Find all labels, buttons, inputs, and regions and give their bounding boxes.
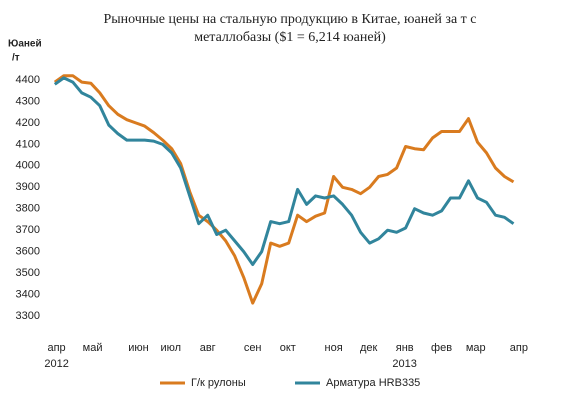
y-tick-label: 3900 xyxy=(16,181,40,193)
y-tick-label: 3700 xyxy=(16,224,40,236)
y-tick-label: 3600 xyxy=(16,246,40,258)
x-tick-label: фев xyxy=(431,342,452,354)
series-line xyxy=(53,74,515,305)
legend-label: Арматура HRB335 xyxy=(326,377,420,389)
x-tick-label: май xyxy=(83,342,103,354)
y-tick-label: 3500 xyxy=(16,267,40,279)
x-tick-label: сен xyxy=(244,342,262,354)
x-year-label: 2012 xyxy=(44,358,68,370)
x-tick-label: окт xyxy=(280,342,296,354)
x-tick-label: авг xyxy=(200,342,216,354)
x-tick-label: ноя xyxy=(325,342,343,354)
series-line xyxy=(53,76,515,266)
x-year-label: 2013 xyxy=(392,358,416,370)
x-tick-label: июн xyxy=(128,342,148,354)
x-tick-label: мар xyxy=(466,342,486,354)
y-tick-label: 4000 xyxy=(16,160,40,172)
y-tick-label: 4200 xyxy=(16,117,40,129)
y-tick-label: 3300 xyxy=(16,310,40,322)
y-tick-label: 3400 xyxy=(16,288,40,300)
x-tick-label: дек xyxy=(360,342,378,354)
x-tick-label: апр xyxy=(510,342,528,354)
y-tick-label: 4300 xyxy=(16,95,40,107)
y-tick-label: 3800 xyxy=(16,203,40,215)
chart-title: Рыночные цены на стальную продукцию в Ки… xyxy=(103,12,476,27)
x-tick-label: янв xyxy=(396,342,414,354)
y-tick-label: 4100 xyxy=(16,138,40,150)
y-axis-label: Юаней xyxy=(8,39,42,50)
chart-title: металлобазы ($1 = 6,214 юаней) xyxy=(194,30,386,45)
legend-label: Г/к рулоны xyxy=(191,377,246,389)
x-tick-label: июл xyxy=(161,342,182,354)
y-axis-label: /т xyxy=(12,53,20,64)
x-tick-label: апр xyxy=(47,342,65,354)
y-tick-label: 4400 xyxy=(16,74,40,86)
